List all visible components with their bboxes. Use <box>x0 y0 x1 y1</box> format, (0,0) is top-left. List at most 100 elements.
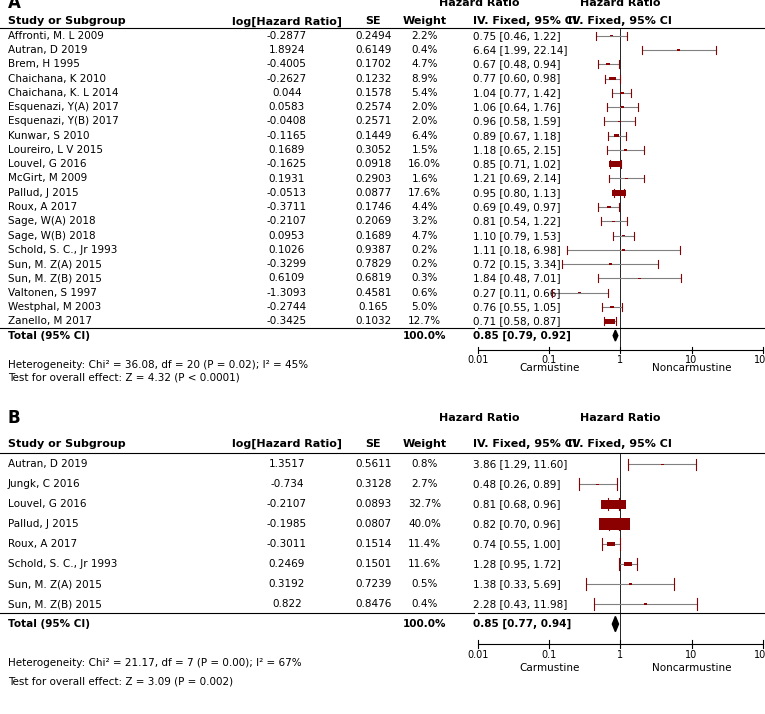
Bar <box>624 149 627 151</box>
Bar <box>623 563 633 565</box>
Text: Esquenazi, Y(B) 2017: Esquenazi, Y(B) 2017 <box>8 116 119 126</box>
Bar <box>622 249 625 251</box>
Text: 0.1232: 0.1232 <box>355 74 392 84</box>
Text: 0.3%: 0.3% <box>412 273 438 283</box>
Text: 11.4%: 11.4% <box>408 539 441 549</box>
Text: 0.89 [0.67, 1.18]: 0.89 [0.67, 1.18] <box>473 131 561 141</box>
Text: B: B <box>8 409 21 427</box>
Text: 0.1689: 0.1689 <box>355 231 392 241</box>
Bar <box>629 583 632 585</box>
Text: 0.85 [0.71, 1.02]: 0.85 [0.71, 1.02] <box>473 159 560 169</box>
Bar <box>610 35 613 36</box>
Bar <box>644 603 647 605</box>
Text: SE: SE <box>366 16 381 26</box>
Text: Noncarmustine: Noncarmustine <box>652 363 731 373</box>
Text: 0.8476: 0.8476 <box>355 599 392 609</box>
Text: -0.2627: -0.2627 <box>267 74 307 84</box>
Text: 0.6819: 0.6819 <box>355 273 392 283</box>
Text: 1: 1 <box>617 355 623 365</box>
Text: Roux, A 2017: Roux, A 2017 <box>8 202 77 212</box>
Text: 0.1026: 0.1026 <box>269 245 305 255</box>
Text: IV. Fixed, 95% CI: IV. Fixed, 95% CI <box>473 16 577 26</box>
Text: Sun, M. Z(A) 2015: Sun, M. Z(A) 2015 <box>8 259 102 269</box>
Text: Noncarmustine: Noncarmustine <box>652 663 731 673</box>
Text: log[Hazard Ratio]: log[Hazard Ratio] <box>232 439 342 449</box>
Text: -1.3093: -1.3093 <box>267 288 307 298</box>
Text: Carmustine: Carmustine <box>519 363 579 373</box>
Text: -0.3425: -0.3425 <box>267 316 307 326</box>
Text: 5.0%: 5.0% <box>412 302 438 312</box>
Text: 0.4581: 0.4581 <box>355 288 392 298</box>
Text: 3.2%: 3.2% <box>412 216 438 226</box>
Text: 1.38 [0.33, 5.69]: 1.38 [0.33, 5.69] <box>473 579 561 589</box>
Bar <box>617 121 620 122</box>
Text: 11.6%: 11.6% <box>408 559 441 569</box>
Text: Weight: Weight <box>402 439 447 449</box>
Text: 0.69 [0.49, 0.97]: 0.69 [0.49, 0.97] <box>473 202 560 212</box>
Text: 0.01: 0.01 <box>467 355 489 365</box>
Text: Jungk, C 2016: Jungk, C 2016 <box>8 479 80 489</box>
Text: 0.67 [0.48, 0.94]: 0.67 [0.48, 0.94] <box>473 59 560 69</box>
Text: Roux, A 2017: Roux, A 2017 <box>8 539 77 549</box>
Text: 2.7%: 2.7% <box>412 479 438 489</box>
Text: 1.11 [0.18, 6.98]: 1.11 [0.18, 6.98] <box>473 245 561 255</box>
Text: 0.2%: 0.2% <box>412 245 438 255</box>
Bar <box>607 543 616 545</box>
Text: Louvel, G 2016: Louvel, G 2016 <box>8 499 86 509</box>
Text: 0.85 [0.77, 0.94]: 0.85 [0.77, 0.94] <box>473 619 571 629</box>
Text: SE: SE <box>366 439 381 449</box>
Text: 0.6%: 0.6% <box>412 288 438 298</box>
Text: Kunwar, S 2010: Kunwar, S 2010 <box>8 131 90 141</box>
Text: 1.8924: 1.8924 <box>269 45 305 55</box>
Text: 0.81 [0.54, 1.22]: 0.81 [0.54, 1.22] <box>473 216 561 226</box>
Text: 0.95 [0.80, 1.13]: 0.95 [0.80, 1.13] <box>473 188 560 198</box>
Text: 2.2%: 2.2% <box>412 31 438 41</box>
Text: 0.044: 0.044 <box>272 88 301 98</box>
Bar <box>614 134 619 137</box>
Text: Hazard Ratio: Hazard Ratio <box>580 413 661 423</box>
Text: 0.1449: 0.1449 <box>355 131 392 141</box>
Text: 3.86 [1.29, 11.60]: 3.86 [1.29, 11.60] <box>473 459 567 469</box>
Text: 0.1032: 0.1032 <box>355 316 392 326</box>
Text: 2.28 [0.43, 11.98]: 2.28 [0.43, 11.98] <box>473 599 567 609</box>
Text: Hazard Ratio: Hazard Ratio <box>439 413 519 423</box>
Text: Heterogeneity: Chi² = 21.17, df = 7 (P = 0.00); I² = 67%: Heterogeneity: Chi² = 21.17, df = 7 (P =… <box>8 658 301 668</box>
Text: Hazard Ratio: Hazard Ratio <box>439 0 519 8</box>
Text: 0.3192: 0.3192 <box>269 579 305 589</box>
Text: 0.8%: 0.8% <box>412 459 438 469</box>
Bar <box>625 178 628 179</box>
Text: 0.81 [0.68, 0.96]: 0.81 [0.68, 0.96] <box>473 499 560 509</box>
Bar <box>610 306 614 308</box>
Bar <box>661 463 664 465</box>
Text: Zanello, M 2017: Zanello, M 2017 <box>8 316 92 326</box>
Bar <box>609 161 621 167</box>
Text: 1.18 [0.65, 2.15]: 1.18 [0.65, 2.15] <box>473 145 561 155</box>
Text: 16.0%: 16.0% <box>408 159 441 169</box>
Bar <box>578 292 581 293</box>
Text: 0.4%: 0.4% <box>412 599 438 609</box>
Text: 0.0877: 0.0877 <box>355 188 392 198</box>
Text: Total (95% CI): Total (95% CI) <box>8 331 90 341</box>
Text: -0.734: -0.734 <box>270 479 304 489</box>
Text: Autran, D 2019: Autran, D 2019 <box>8 459 87 469</box>
Text: 0.75 [0.46, 1.22]: 0.75 [0.46, 1.22] <box>473 31 561 41</box>
Text: 4.7%: 4.7% <box>412 59 438 69</box>
Text: Pallud, J 2015: Pallud, J 2015 <box>8 519 78 529</box>
Text: 10: 10 <box>685 355 698 365</box>
Text: 1.10 [0.79, 1.53]: 1.10 [0.79, 1.53] <box>473 231 561 241</box>
Text: -0.2107: -0.2107 <box>267 216 307 226</box>
Bar <box>596 483 599 485</box>
Text: 0.0918: 0.0918 <box>355 159 392 169</box>
Text: Study or Subgroup: Study or Subgroup <box>8 16 125 26</box>
Bar <box>599 518 630 530</box>
Text: 1.06 [0.64, 1.76]: 1.06 [0.64, 1.76] <box>473 102 561 112</box>
Text: Westphal, M 2003: Westphal, M 2003 <box>8 302 101 312</box>
Text: 40.0%: 40.0% <box>409 519 441 529</box>
Text: Hazard Ratio: Hazard Ratio <box>580 0 661 8</box>
Text: 100.0%: 100.0% <box>403 619 446 629</box>
Text: 1.5%: 1.5% <box>412 145 438 155</box>
Text: 0.1578: 0.1578 <box>355 88 392 98</box>
Text: -0.0513: -0.0513 <box>267 188 307 198</box>
Text: 1.04 [0.77, 1.42]: 1.04 [0.77, 1.42] <box>473 88 561 98</box>
Bar <box>620 106 623 108</box>
